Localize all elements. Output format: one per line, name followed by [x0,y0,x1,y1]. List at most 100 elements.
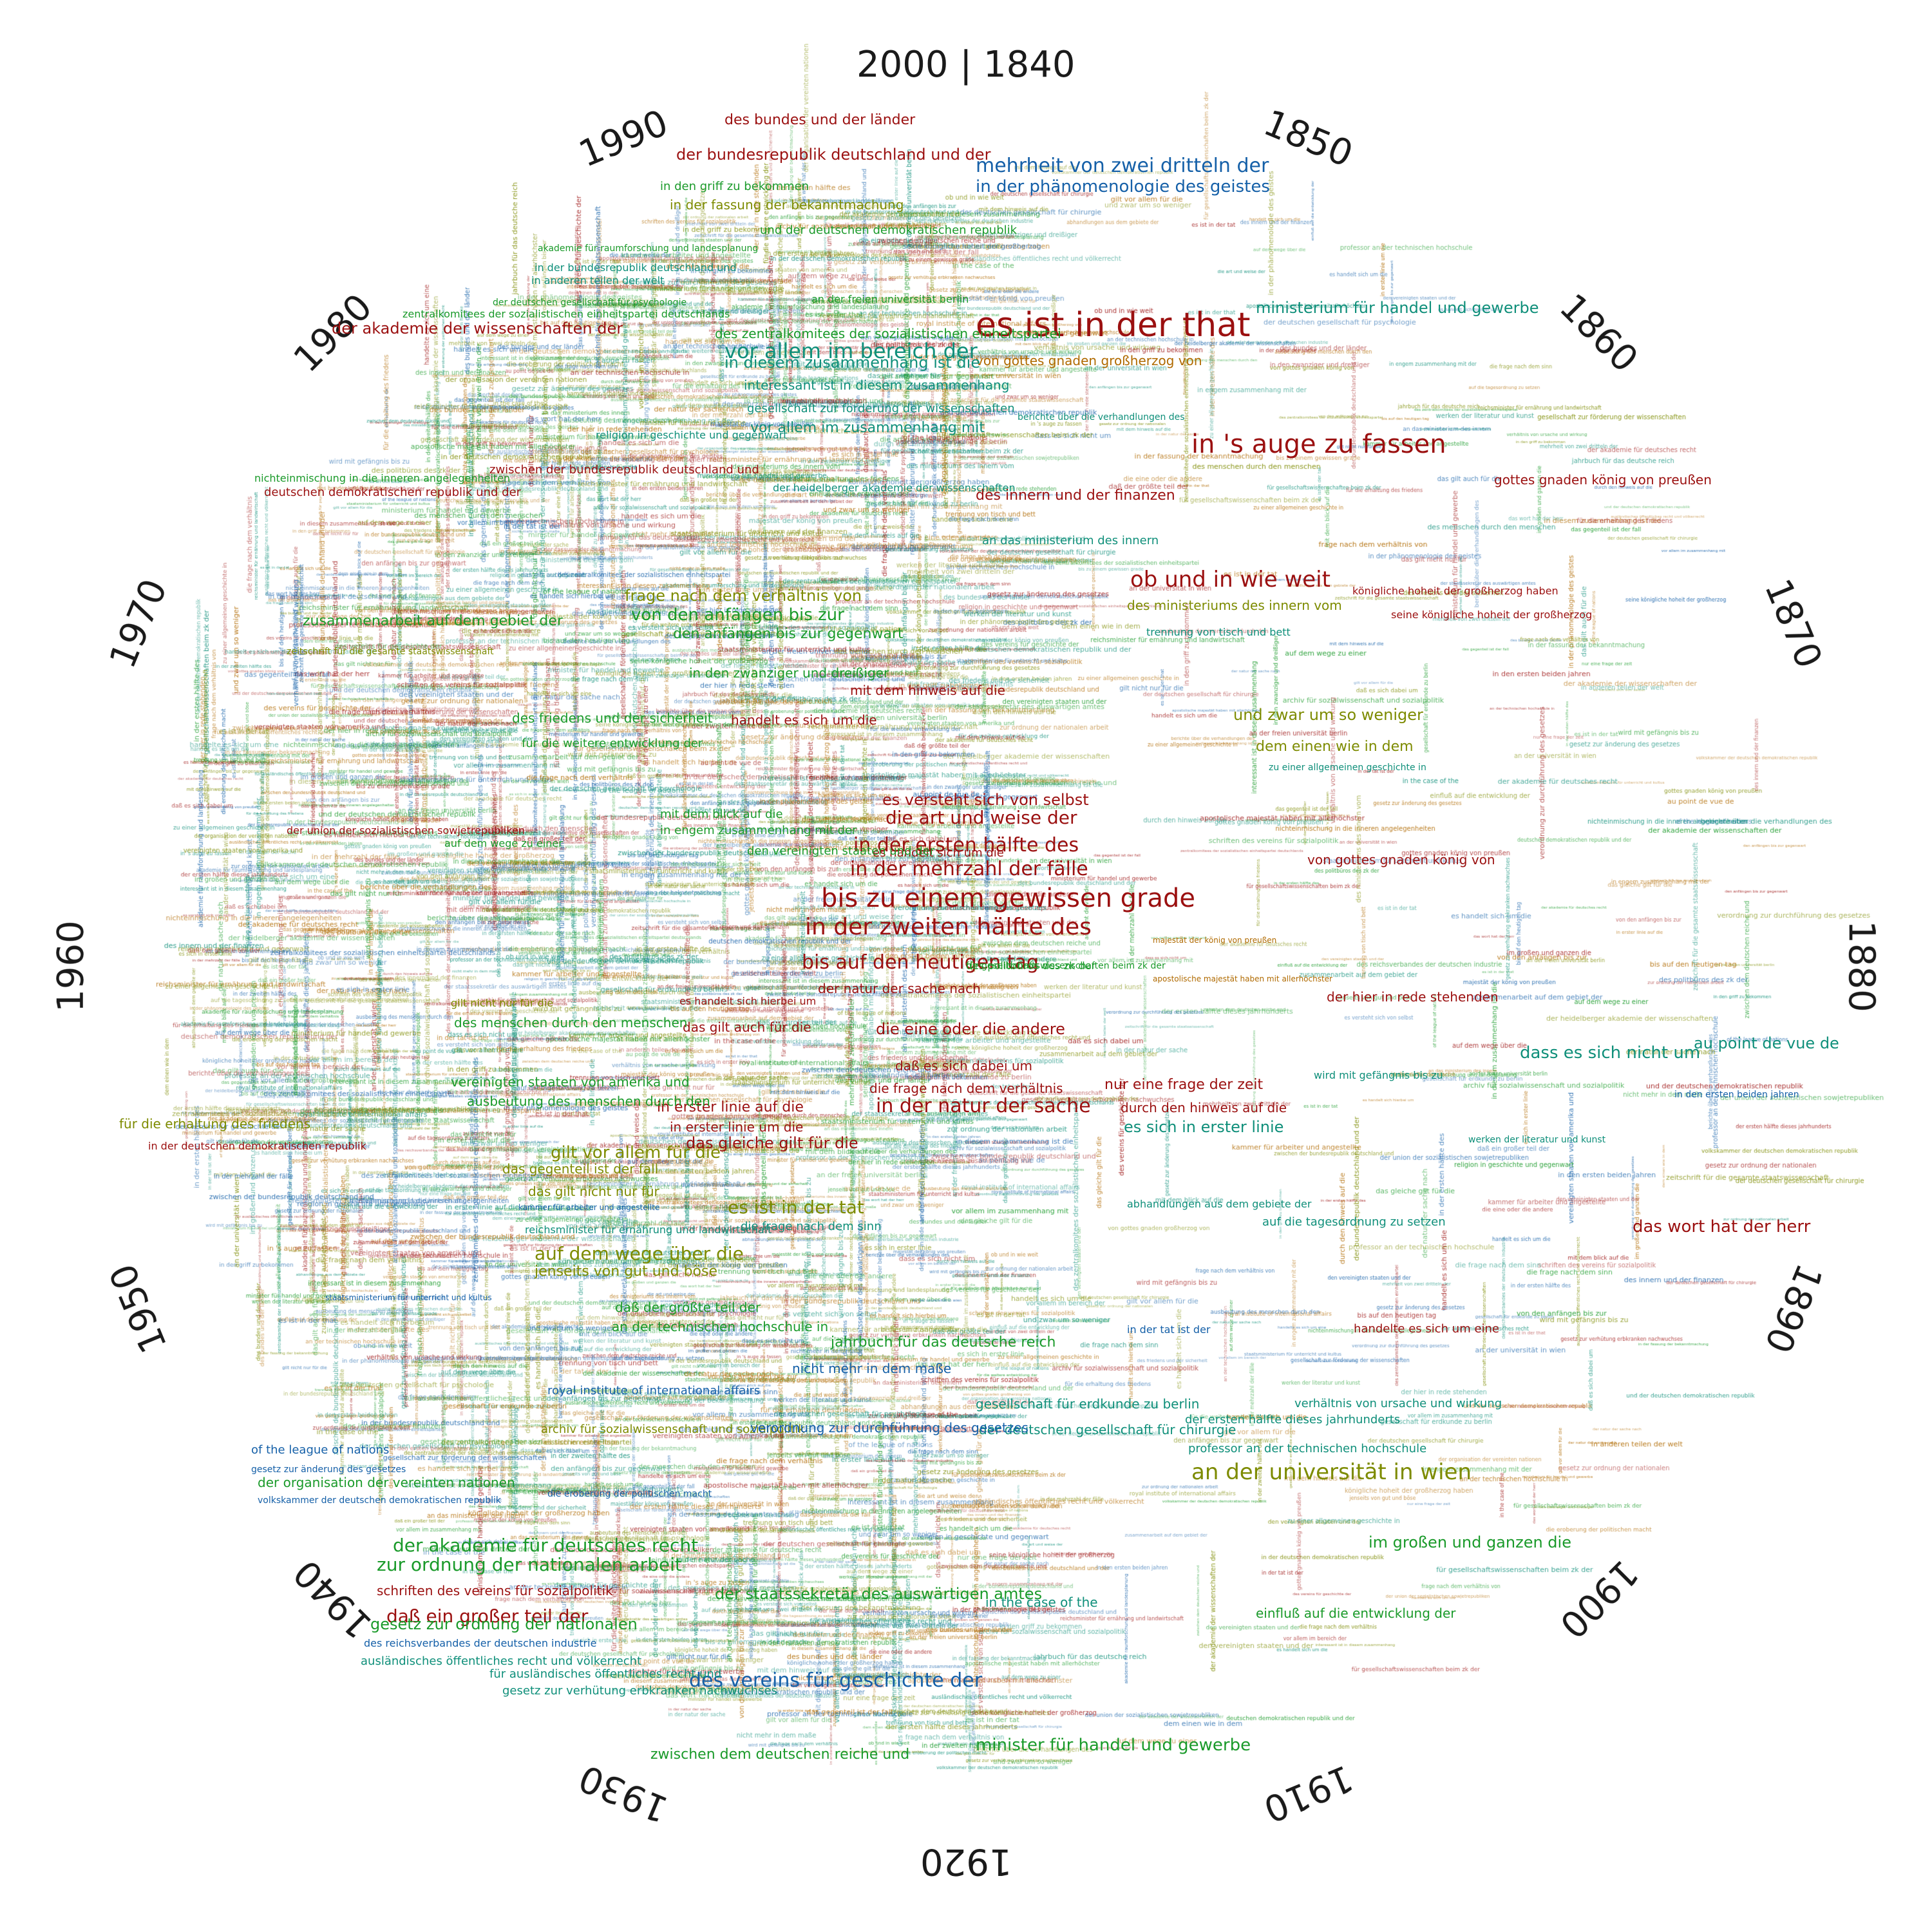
phrase-68: der organisation der vereinten nationen [258,1475,515,1490]
phrase-121: zwischen der bundesrepublik deutschland … [489,463,759,477]
phrase-90: bis zu einem gewissen grade [821,884,1196,913]
phrase-43: einfluß auf die entwicklung der [1256,1605,1456,1621]
phrase-130: religion in geschichte und gegenwart [596,429,788,441]
phrase-99: das gilt auch für die [683,1019,811,1035]
phrase-14: berichte über die verhandlungen des [1018,412,1185,422]
phrase-28: au point de vue de [1694,1034,1839,1052]
phrase-73: auf dem wege über die [535,1243,744,1264]
phrase-5: königliche hoheit der großherzog haben [1352,585,1558,597]
phrase-7: von gottes gnaden könig von [1307,852,1495,867]
phrase-91: in der mehrzahl der fälle [850,858,1088,880]
phrase-114: für die weitere entwicklung der [522,737,703,750]
phrase-35: handelte es sich um eine [1354,1322,1500,1336]
phrase-30: werken der literatur und kunst [1468,1135,1606,1145]
phrase-55: an der technischen hochschule in [612,1319,829,1334]
phrase-29: in den ersten beiden jahren [1674,1090,1799,1100]
phrase-53: nicht mehr in dem maße [792,1361,952,1376]
phrase-6: seine königliche hoheit der großherzog [1391,609,1593,621]
phrase-123: zentralkomitees der sozialistischen einh… [402,308,730,320]
phrase-83: daß es sich dabei um [895,1058,1033,1074]
phrase-120: deutschen demokratischen republik und de… [264,486,522,499]
phrase-115: den vereinigten staaten und der [747,844,935,858]
phrase-77: gilt vor allem für die [551,1143,721,1162]
phrase-109: von den anfängen bis zur [631,605,844,625]
phrase-88: bis auf den heutigen tag [802,951,1039,974]
year-label-1960: 1960 [50,920,92,1012]
phrase-70: staatsministerium für unterricht und kul… [325,1293,492,1302]
phrase-135: des bundes und der länder [724,112,916,128]
phrase-124: des zentralkomitees der sozialistischen … [715,326,1061,341]
phrase-59: zur ordnung der nationalen arbeit [377,1554,682,1575]
phrase-3: ob und in wie weit [1130,567,1331,592]
phrase-116: auf dem wege zu einer [444,837,563,849]
phrase-111: in den zwanziger und dreißiger [689,665,889,681]
phrase-78: es ist in der tat [728,1197,864,1218]
phrase-143: des politbüros des zk der [966,960,1096,972]
phrase-63: ausländisches öffentliches recht und völ… [361,1654,642,1668]
phrase-48: der staatssekretär des auswärtigen amtes [715,1585,1043,1603]
phrase-36: in der tat ist der [1127,1323,1211,1336]
phrase-27: dass es sich nicht um [1520,1043,1701,1063]
phrase-92: in der ersten hälfte des [853,834,1079,857]
year-label-1880: 1880 [1840,920,1882,1012]
phrase-22: majestät der könig von preußen [1153,936,1277,945]
phrase-82: das gleiche gilt für die [686,1134,858,1152]
phrase-72: reichsminister für ernährung und landwir… [525,1224,772,1236]
phrase-81: in erster linie um die [670,1119,804,1135]
phrase-45: minister für handel und gewerbe [976,1736,1251,1755]
phrase-51: royal institute of international affairs [547,1384,761,1397]
phrase-131: der heidelberger akademie der wissenscha… [773,482,1016,494]
phrase-136: und der deutschen demokratischen republi… [760,223,1018,237]
phrase-34: verhältnis von ursache und wirkung [1294,1397,1502,1410]
year-label-1920: 1920 [920,1840,1012,1882]
phrase-137: an der freien universität berlin [811,293,969,305]
phrase-31: wird mit gefängnis bis zu [1314,1069,1443,1081]
phrase-113: in engem zusammenhang mit der [660,824,857,837]
phrase-44: in the case of the [985,1595,1098,1610]
phrase-118: zusammenarbeit auf dem gebiet der [303,613,563,629]
phrase-32: auf die tagesordnung zu setzen [1262,1215,1446,1229]
phrase-17: des ministeriums des innern vom [1127,598,1342,613]
phrase-54: jahrbuch für das deutsche reich [831,1334,1056,1350]
phrase-80: in erster linie auf die [657,1099,804,1115]
phrase-97: mit dem hinweis auf die [850,683,1005,698]
phrase-52: verordnung zur durchführung des gesetzes [750,1420,1028,1435]
phrase-23: apostolische majestät haben mit allerhöc… [1153,974,1332,983]
phrase-47: des vereins für geschichte der [689,1669,983,1692]
phrase-75: das gilt nicht nur für [528,1184,659,1199]
phrase-102: ausbeutung des menschen durch den [467,1094,710,1109]
phrase-64: für ausländisches öffentliches recht und [489,1667,722,1681]
phrase-58: schriften des vereins für sozialpolitik [377,1583,613,1598]
phrase-71: kammer für arbeiter und angestellte [518,1203,660,1212]
phrase-42: im großen und ganzen die [1368,1533,1571,1551]
phrase-39: an der universität in wien [1191,1459,1472,1485]
phrase-141: akademie für raumforschung und landespla… [538,243,759,254]
phrase-38: professor an der technischen hochschule [1188,1442,1427,1455]
phrase-112: mit dem blick auf die [660,808,783,821]
phrase-16: an das ministerium des innern [982,534,1159,547]
phrase-26: es sich in erster linie [1124,1118,1284,1136]
phrase-125: vor allem im bereich der [724,339,978,363]
phrase-40: der deutschen gesellschaft für chirurgie [979,1422,1236,1437]
phrase-132: in den griff zu bekommen [660,180,810,193]
phrase-56: daß der größte teil der [615,1300,761,1315]
phrase-66: of the league of nations [251,1443,390,1457]
phrase-65: gesetz zur verhütung erbkranken nachwuch… [502,1684,777,1698]
phrase-60: der akademie für deutsches recht [393,1535,699,1556]
phrase-25: durch den hinweis auf die [1121,1100,1287,1115]
phrase-69: volkskammer der deutschen demokratischen… [258,1495,501,1506]
phrase-49: die eroberung der politischen macht [547,1489,712,1499]
phrase-24: nur eine frage der zeit [1104,1077,1264,1093]
phrase-142: für gesellschaftswissenschaften beim zk … [966,961,1166,971]
phrase-139: in anderen teilen der welt [531,274,665,287]
phrase-128: gesellschaft zur förderung der wissensch… [747,402,1015,415]
phrase-108: frage nach dem verhältnis von [625,587,862,605]
phrase-119: nichteinmischung in die inneren angelege… [254,472,511,484]
phrase-94: es versteht sich von selbst [882,791,1089,809]
phrase-140: der deutschen gesellschaft für psycholog… [493,298,687,308]
phrase-19: und zwar um so weniger [1233,706,1423,724]
phrase-110: den anfängen bis zur gegenwart [673,626,904,642]
phrase-100: gilt nicht nur für die [451,997,554,1009]
phrase-20: dem einen wie in dem [1256,739,1414,755]
